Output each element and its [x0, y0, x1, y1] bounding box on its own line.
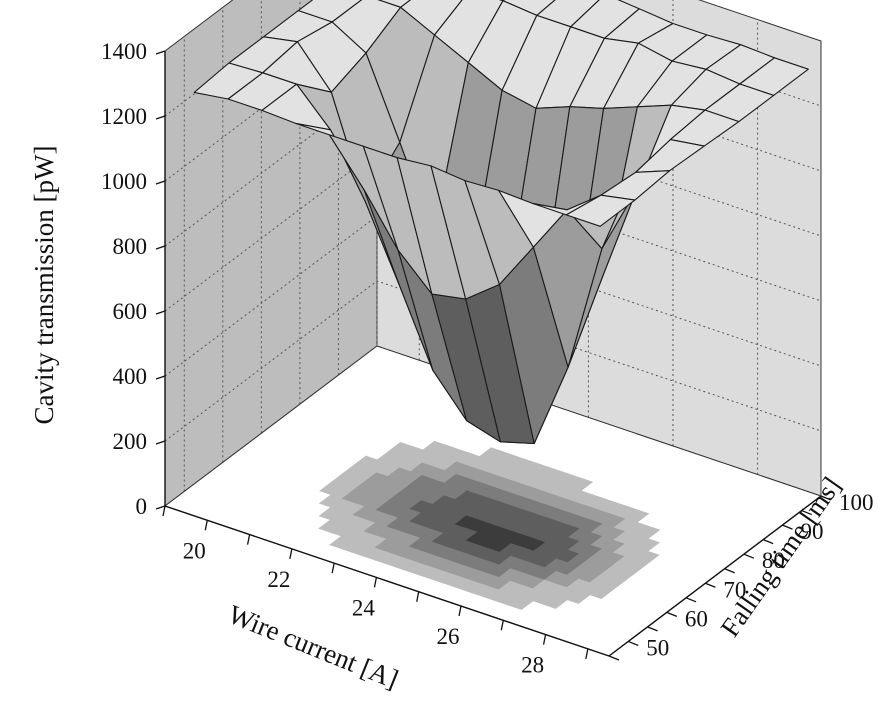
floor-contour-cell — [636, 525, 661, 540]
y-tick — [762, 539, 774, 545]
z-tick — [155, 440, 166, 445]
z-tick-label: 0 — [136, 494, 148, 519]
z-tick — [155, 115, 166, 120]
floor-contour-cell — [625, 509, 650, 523]
z-tick — [155, 505, 166, 510]
z-axis-title: Cavity transmission [pW] — [29, 146, 59, 425]
x-axis-title: Wire current [A] — [224, 599, 402, 694]
x-tick-label: 20 — [183, 538, 206, 563]
y-tick-label: 100 — [839, 490, 874, 515]
z-tick — [155, 310, 166, 315]
x-tick-label: 26 — [437, 624, 460, 649]
y-tick — [666, 611, 678, 617]
y-tick — [628, 640, 639, 647]
y-tick — [724, 568, 735, 574]
x-tick — [162, 505, 166, 517]
y-tick — [685, 597, 697, 603]
surface-mesh — [193, 0, 809, 445]
x-tick — [458, 605, 462, 617]
y-tick-label: 80 — [762, 548, 785, 573]
y-tick-label: 90 — [800, 519, 823, 544]
x-tick — [331, 563, 335, 574]
y-tick-label: 60 — [685, 606, 708, 631]
x-tick — [373, 577, 378, 588]
z-tick-label: 1000 — [101, 169, 147, 194]
floor-contour-cell — [569, 477, 594, 492]
surface-cell — [565, 194, 636, 227]
y-tick — [705, 582, 716, 588]
x-tick — [585, 648, 589, 659]
z-tick — [155, 50, 166, 55]
z-tick — [155, 245, 166, 250]
x-tick — [416, 591, 420, 602]
y-tick — [782, 524, 793, 530]
y-tick — [801, 509, 812, 516]
z-tick — [155, 180, 166, 185]
z-tick-label: 800 — [113, 234, 148, 259]
y-tick-label: 50 — [646, 635, 669, 660]
z-tick — [155, 375, 166, 380]
z-tick-label: 600 — [113, 299, 148, 324]
floor-contour-cell — [635, 538, 661, 552]
y-tick — [743, 553, 755, 559]
x-tick — [289, 548, 293, 559]
y-tick — [647, 626, 658, 632]
x-tick-label: 24 — [352, 595, 376, 620]
floor-contour-cell — [635, 550, 660, 565]
z-tick-label: 200 — [113, 429, 148, 454]
x-tick-label: 22 — [267, 567, 290, 592]
chart-floor — [163, 345, 823, 657]
chart-axes: 0 200 400 600 800 1000 1200 1400 20 22 24 26 28 50 60 7… — [101, 39, 874, 678]
z-tick-label: 400 — [113, 364, 148, 389]
x-tick — [204, 520, 208, 531]
y-tick — [820, 495, 832, 501]
x-tick — [542, 634, 547, 645]
z-tick-label: 1400 — [101, 39, 147, 64]
z-tick-label: 1200 — [101, 104, 147, 129]
x-tick — [246, 534, 251, 545]
x-tick-label: 28 — [521, 653, 544, 678]
x-tick — [500, 620, 504, 631]
x-axis-line — [164, 505, 610, 657]
y-tick-label: 70 — [723, 577, 746, 602]
y-tick — [608, 655, 620, 661]
y-axis-line — [608, 495, 822, 657]
